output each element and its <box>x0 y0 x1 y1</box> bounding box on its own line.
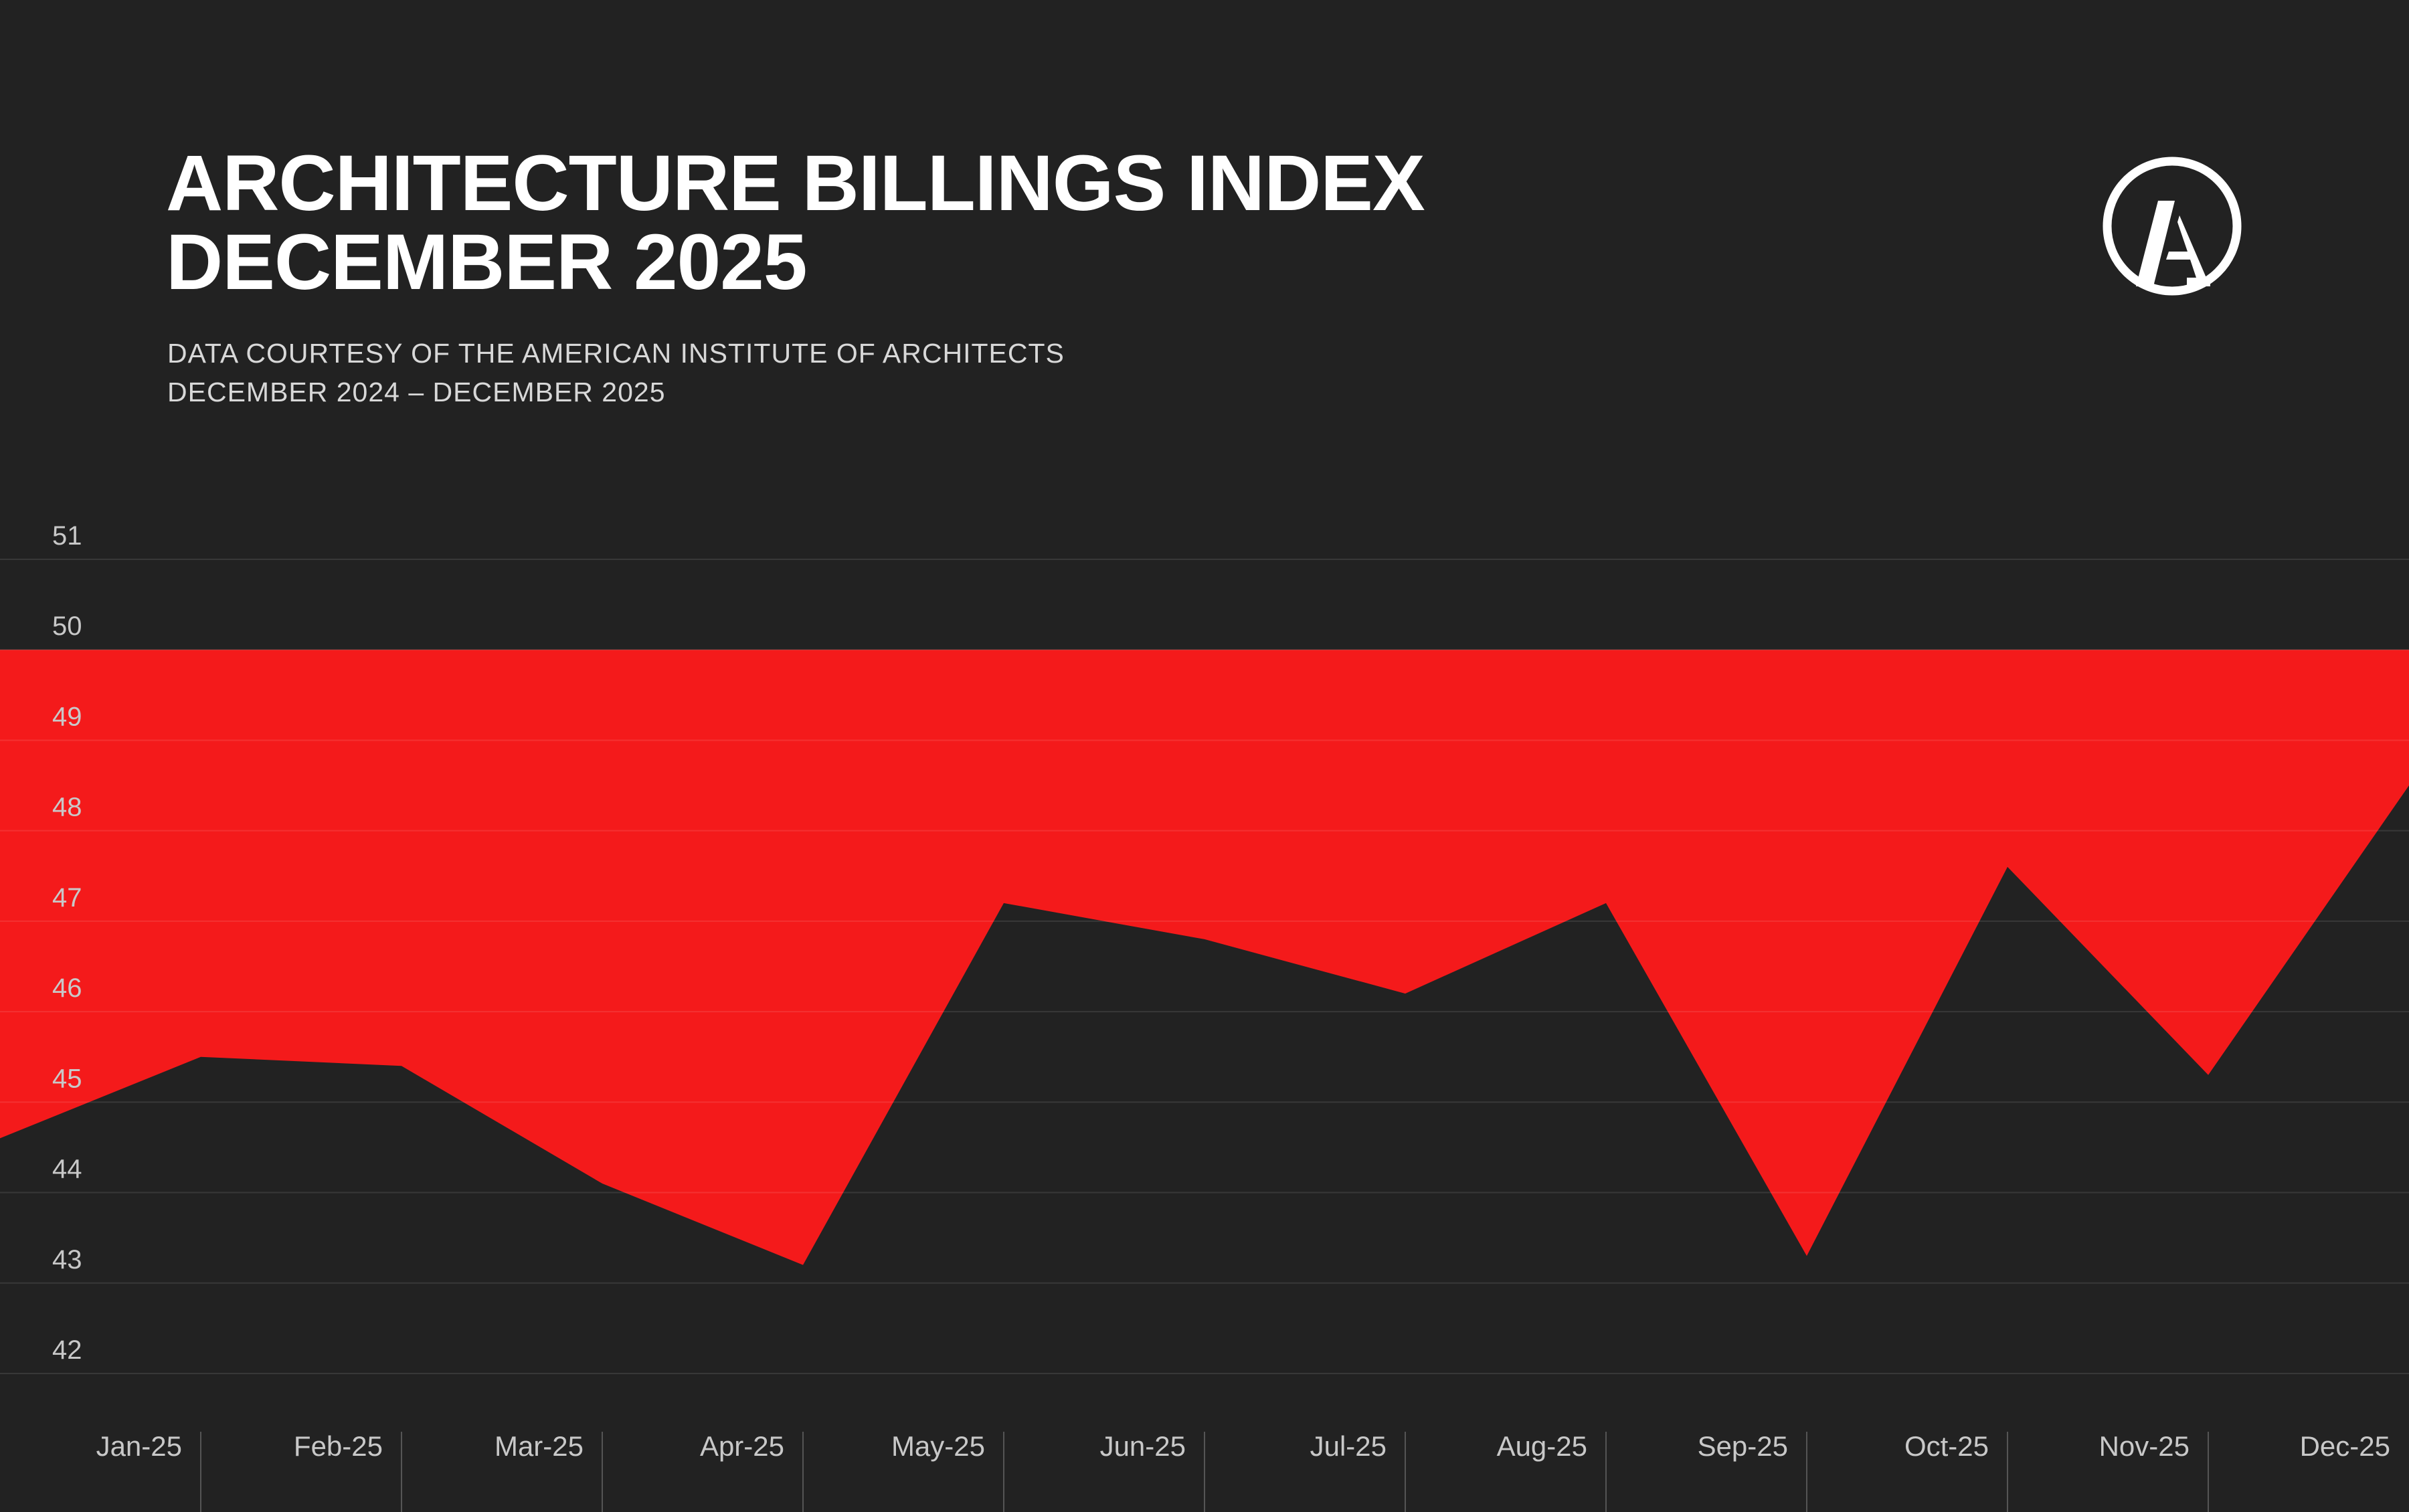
x-tick-label: Jul-25 <box>1310 1430 1387 1462</box>
x-tick-label: Sep-25 <box>1698 1430 1788 1462</box>
x-tick-label: Jun-25 <box>1100 1430 1186 1462</box>
below-50-area <box>0 650 2409 1265</box>
x-tick-label: Apr-25 <box>700 1430 784 1462</box>
y-tick-label: 48 <box>52 793 82 822</box>
x-tick-label: Jan-25 <box>96 1430 182 1462</box>
subtitle-source: DATA COURTESY OF THE AMERICAN INSTITUTE … <box>167 338 1065 369</box>
y-tick-label: 50 <box>52 611 82 641</box>
y-tick-label: 49 <box>52 702 82 731</box>
y-tick-label: 47 <box>52 883 82 913</box>
x-tick-label: Aug-25 <box>1497 1430 1587 1462</box>
title-line-2: DECEMBER 2025 <box>166 218 808 306</box>
x-tick-label: May-25 <box>891 1430 985 1462</box>
y-tick-label: 46 <box>52 973 82 1003</box>
y-tick-label: 51 <box>52 521 82 551</box>
x-tick-label: Dec-25 <box>2300 1430 2390 1462</box>
y-tick-label: 43 <box>52 1245 82 1274</box>
y-tick-label: 45 <box>52 1064 82 1093</box>
title-line-1: ARCHITECTURE BILLINGS INDEX <box>166 139 1425 227</box>
x-tick-label: Nov-25 <box>2099 1430 2190 1462</box>
x-tick-label: Oct-25 <box>1904 1430 1989 1462</box>
x-tick-label: Mar-25 <box>495 1430 584 1462</box>
subtitle-date-range: DECEMBER 2024 – DECEMBER 2025 <box>167 377 666 407</box>
y-tick-label: 44 <box>52 1155 82 1184</box>
x-tick-label: Feb-25 <box>294 1430 383 1462</box>
chart-title: ARCHITECTURE BILLINGS INDEX DECEMBER 2025 <box>166 144 1425 302</box>
y-tick-label: 42 <box>52 1335 82 1365</box>
aia-logo-icon <box>2103 157 2242 296</box>
